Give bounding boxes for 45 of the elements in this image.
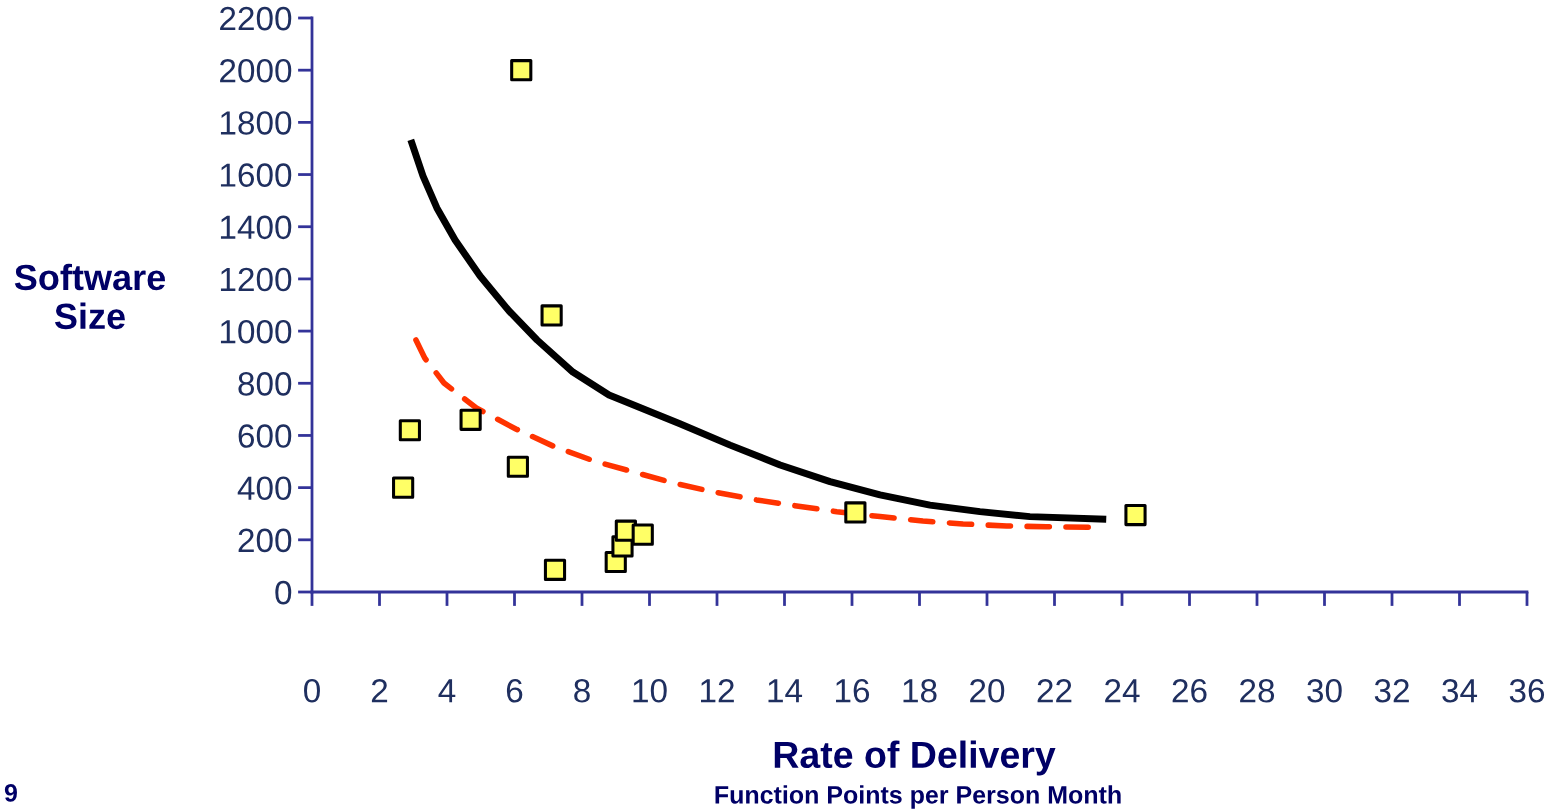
x-tick-label: 30 — [1307, 678, 1342, 703]
x-tick-label: 0 — [304, 678, 320, 703]
x-tick-label: 20 — [970, 678, 1005, 703]
x-tick-label: 2 — [371, 678, 388, 703]
point — [540, 304, 563, 327]
x-tick-label: 6 — [506, 678, 523, 703]
x-tick-label: 10 — [633, 678, 667, 703]
y-tick-label: 200 — [238, 528, 292, 553]
point — [543, 558, 567, 581]
y-tick-label: 1000 — [220, 319, 292, 344]
y-tick-label: 800 — [238, 372, 292, 396]
y-axis-title: Software Size — [14, 263, 166, 330]
y-tick-label: 2000 — [220, 58, 292, 83]
point — [392, 476, 415, 499]
y-tick-label: 1200 — [220, 267, 292, 292]
point — [398, 419, 421, 442]
x-tick-label: 26 — [1172, 678, 1207, 703]
point — [1124, 503, 1147, 527]
x-tick-label: 28 — [1240, 678, 1275, 703]
x-tick-label: 36 — [1509, 678, 1545, 703]
point — [506, 455, 529, 478]
point — [459, 408, 482, 431]
x-tick-label: 16 — [836, 678, 870, 703]
point — [510, 59, 533, 82]
text: 9 — [4, 784, 17, 802]
x-tick-label: 22 — [1037, 678, 1072, 703]
point — [844, 501, 867, 524]
x-tick-label: 34 — [1442, 678, 1478, 703]
x-tick-label: 14 — [768, 679, 803, 703]
x-tick-label: 32 — [1374, 678, 1409, 703]
x-tick-label: 4 — [438, 679, 456, 703]
y-tick-label: 2200 — [220, 6, 292, 31]
x-tick-label: 12 — [701, 678, 734, 703]
y-tick-label: 600 — [238, 424, 292, 448]
x-tick-label: 24 — [1105, 678, 1140, 703]
x-tick-label: 18 — [903, 678, 937, 703]
y-tick-label: 1800 — [220, 111, 292, 135]
text: Function Points per Person Month — [715, 785, 1121, 809]
y-tick-label: 400 — [237, 476, 292, 501]
y-tick-label: 0 — [275, 580, 292, 605]
x-tick-label: 8 — [574, 678, 590, 703]
point — [631, 523, 654, 546]
x-axis-title: Rate of Delivery — [774, 740, 1056, 776]
y-tick-label: 1600 — [220, 163, 292, 187]
y-tick-label: 1400 — [220, 215, 292, 240]
